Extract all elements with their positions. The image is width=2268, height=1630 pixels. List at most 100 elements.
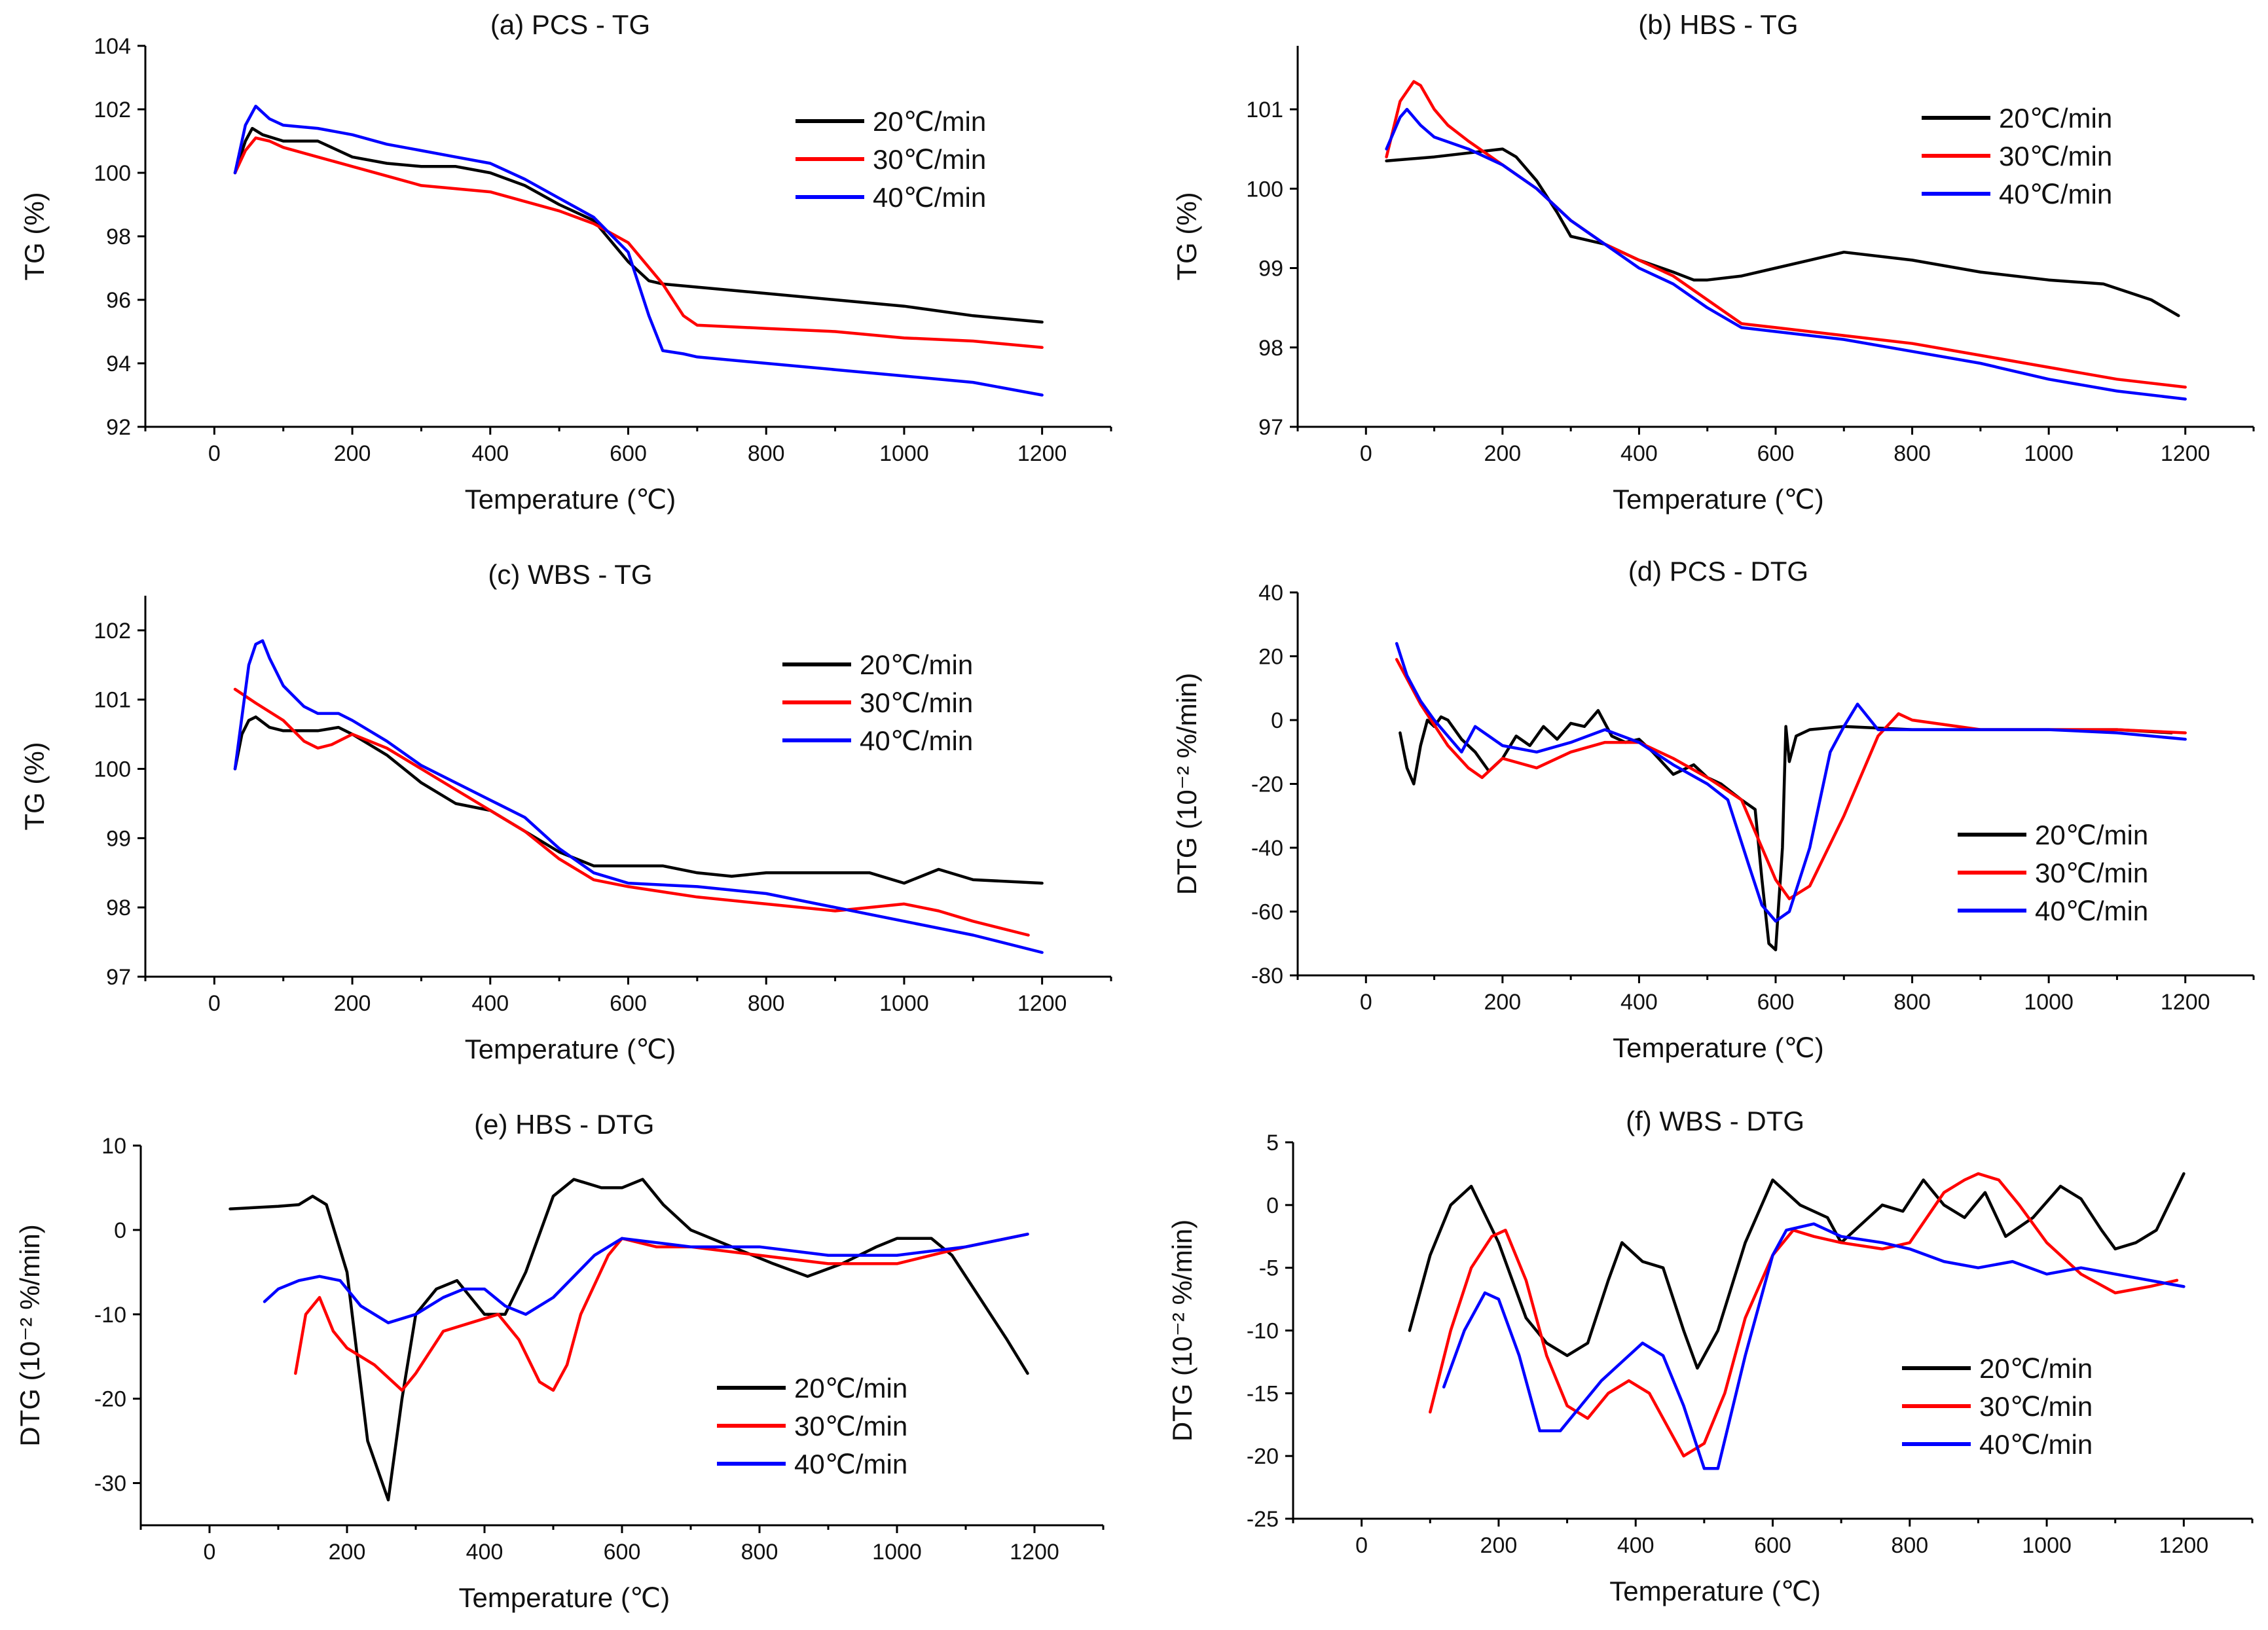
x-tick-label: 0 bbox=[204, 1540, 216, 1565]
x-axis-label: Temperature (℃) bbox=[1613, 484, 1824, 515]
y-tick-label: 100 bbox=[94, 161, 131, 186]
legend-label-2: 30℃/min bbox=[860, 687, 973, 718]
y-tick-label: -10 bbox=[1247, 1319, 1279, 1344]
x-tick-label: 1200 bbox=[1010, 1540, 1059, 1565]
chart-panel-e: 0 200 400 600 800 1000 1200 -30 -20 -10 0 10 (e) HBS… bbox=[14, 1109, 1105, 1613]
series-line-1 bbox=[229, 1178, 1029, 1502]
x-tick-label: 200 bbox=[1484, 990, 1521, 1015]
y-tick-label: -20 bbox=[1247, 1444, 1279, 1469]
y-tick-label: 100 bbox=[94, 757, 131, 782]
x-tick-label: 800 bbox=[748, 991, 785, 1016]
chart-title: (e) HBS - DTG bbox=[474, 1109, 654, 1140]
series-line-1 bbox=[1408, 1172, 2186, 1370]
x-tick-label: 200 bbox=[1480, 1533, 1518, 1558]
y-tick-label: 10 bbox=[101, 1134, 126, 1159]
legend-label-3: 40℃/min bbox=[1999, 179, 2112, 209]
legend: 20℃/min 30℃/min 40℃/min bbox=[1902, 1353, 2093, 1460]
y-tick-label: 0 bbox=[1271, 708, 1283, 733]
series-line-3 bbox=[233, 639, 1044, 954]
x-axis-label: Temperature (℃) bbox=[1609, 1576, 1821, 1606]
y-axis-label: DTG (10⁻² %/min) bbox=[1171, 673, 1202, 896]
chart-panel-b: 0 200 400 600 800 1000 1200 97 98 99 100 101 (b) HBS… bbox=[1171, 9, 2255, 515]
series-line-2 bbox=[233, 687, 1030, 937]
series-line-3 bbox=[1442, 1222, 2186, 1470]
y-tick-label: -20 bbox=[1251, 772, 1283, 797]
legend: 20℃/min 30℃/min 40℃/min bbox=[1922, 103, 2112, 209]
chart-title: (c) WBS - TG bbox=[488, 559, 652, 590]
x-tick-label: 400 bbox=[471, 991, 509, 1016]
chart-panel-c: 0 200 400 600 800 1000 1200 97 98 99 100 101 102 (c) … bbox=[19, 559, 1112, 1064]
y-tick-label: -20 bbox=[94, 1387, 126, 1412]
y-tick-label: -60 bbox=[1251, 900, 1283, 925]
x-axis-label: Temperature (℃) bbox=[465, 484, 676, 515]
y-tick-label: 92 bbox=[106, 415, 131, 440]
legend-label-2: 30℃/min bbox=[1999, 141, 2112, 172]
series-line-1 bbox=[1399, 709, 2174, 952]
x-tick-label: 1200 bbox=[2161, 441, 2210, 466]
y-tick-label: 20 bbox=[1258, 645, 1283, 670]
x-tick-label: 1200 bbox=[2161, 990, 2210, 1015]
x-tick-label: 0 bbox=[1355, 1533, 1368, 1558]
y-tick-label: 96 bbox=[106, 288, 131, 313]
x-tick-label: 400 bbox=[1617, 1533, 1655, 1558]
legend-label-1: 20℃/min bbox=[1999, 103, 2112, 134]
y-tick-label: 101 bbox=[94, 688, 131, 713]
y-tick-label: 98 bbox=[106, 225, 131, 249]
x-tick-label: 400 bbox=[471, 441, 509, 466]
y-tick-label: -25 bbox=[1247, 1507, 1279, 1532]
legend-label-2: 30℃/min bbox=[2035, 858, 2148, 888]
y-tick-label: 5 bbox=[1266, 1131, 1279, 1155]
x-tick-label: 1200 bbox=[1017, 991, 1067, 1016]
series-line-1 bbox=[233, 126, 1044, 324]
legend-label-2: 30℃/min bbox=[873, 144, 986, 175]
x-tick-label: 600 bbox=[610, 441, 647, 466]
y-tick-label: 98 bbox=[1258, 336, 1283, 361]
y-tick-label: 99 bbox=[1258, 257, 1283, 281]
y-tick-label: 98 bbox=[106, 896, 131, 920]
series-line-3 bbox=[233, 104, 1044, 397]
y-tick-label: -80 bbox=[1251, 964, 1283, 988]
legend-label-3: 40℃/min bbox=[794, 1449, 907, 1479]
x-tick-label: 1000 bbox=[2024, 441, 2074, 466]
series-line-2 bbox=[294, 1233, 1029, 1392]
x-tick-label: 200 bbox=[334, 441, 371, 466]
x-tick-label: 400 bbox=[466, 1540, 503, 1565]
legend-label-1: 20℃/min bbox=[2035, 820, 2148, 850]
x-tick-label: 400 bbox=[1620, 990, 1658, 1015]
x-tick-label: 1000 bbox=[872, 1540, 922, 1565]
series-line-2 bbox=[1429, 1172, 2179, 1458]
legend-label-2: 30℃/min bbox=[794, 1411, 907, 1441]
y-tick-label: 94 bbox=[106, 352, 131, 376]
series-line-3 bbox=[1395, 642, 2187, 923]
x-tick-label: 800 bbox=[1893, 990, 1931, 1015]
x-tick-label: 400 bbox=[1620, 441, 1658, 466]
legend-label-1: 20℃/min bbox=[1979, 1353, 2093, 1384]
chart-panel-a: 0 200 400 600 800 1000 1200 92 94 96 98 100 102 104 (a… bbox=[19, 9, 1112, 515]
x-tick-label: 600 bbox=[1754, 1533, 1791, 1558]
x-tick-label: 600 bbox=[1757, 990, 1795, 1015]
x-tick-label: 0 bbox=[208, 991, 221, 1016]
x-axis-label: Temperature (℃) bbox=[1613, 1032, 1824, 1063]
x-tick-label: 1000 bbox=[2022, 1533, 2072, 1558]
y-tick-label: 97 bbox=[106, 965, 131, 990]
chart-title: (b) HBS - TG bbox=[1638, 9, 1798, 40]
legend-label-1: 20℃/min bbox=[873, 106, 986, 137]
legend: 20℃/min 30℃/min 40℃/min bbox=[796, 106, 986, 213]
x-tick-label: 200 bbox=[1484, 441, 1521, 466]
y-tick-label: 104 bbox=[94, 34, 131, 59]
y-axis-label: DTG (10⁻² %/min) bbox=[14, 1224, 45, 1447]
y-tick-label: -15 bbox=[1247, 1381, 1279, 1406]
x-tick-label: 1200 bbox=[1017, 441, 1067, 466]
x-tick-label: 800 bbox=[741, 1540, 778, 1565]
y-tick-label: 102 bbox=[94, 619, 131, 643]
legend: 20℃/min 30℃/min 40℃/min bbox=[717, 1373, 907, 1479]
series-line-3 bbox=[263, 1233, 1029, 1324]
y-tick-label: -5 bbox=[1259, 1256, 1279, 1281]
y-tick-label: 101 bbox=[1246, 98, 1283, 122]
x-tick-label: 800 bbox=[748, 441, 785, 466]
legend: 20℃/min 30℃/min 40℃/min bbox=[782, 649, 973, 756]
series-line-3 bbox=[1385, 107, 2187, 401]
x-tick-label: 600 bbox=[1757, 441, 1795, 466]
y-axis-label: TG (%) bbox=[19, 192, 50, 280]
x-tick-label: 1000 bbox=[879, 991, 929, 1016]
